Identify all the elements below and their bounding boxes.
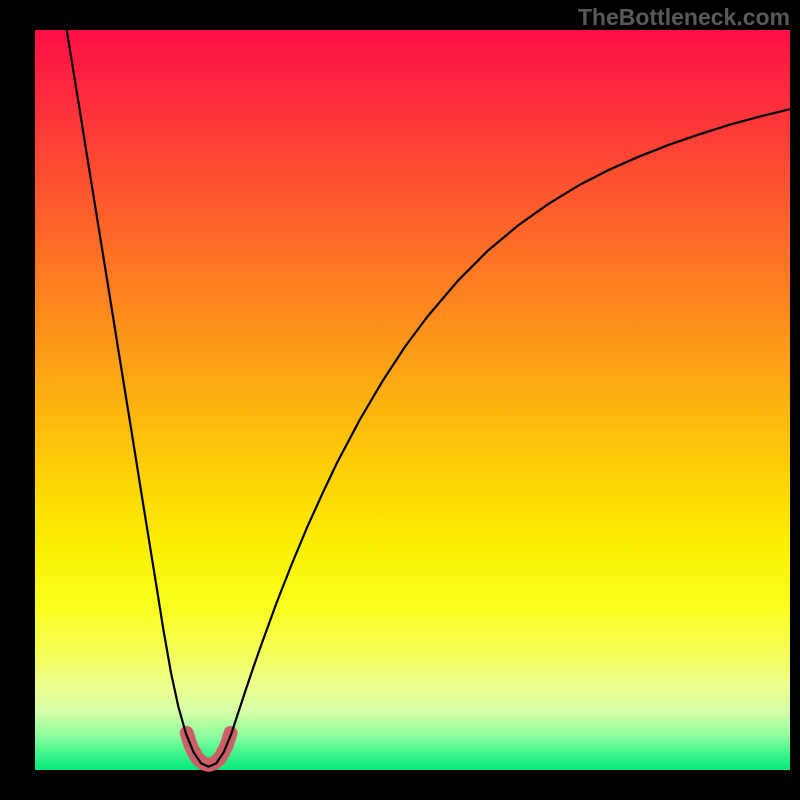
watermark-label: TheBottleneck.com xyxy=(578,4,790,31)
chart-svg xyxy=(0,0,800,800)
